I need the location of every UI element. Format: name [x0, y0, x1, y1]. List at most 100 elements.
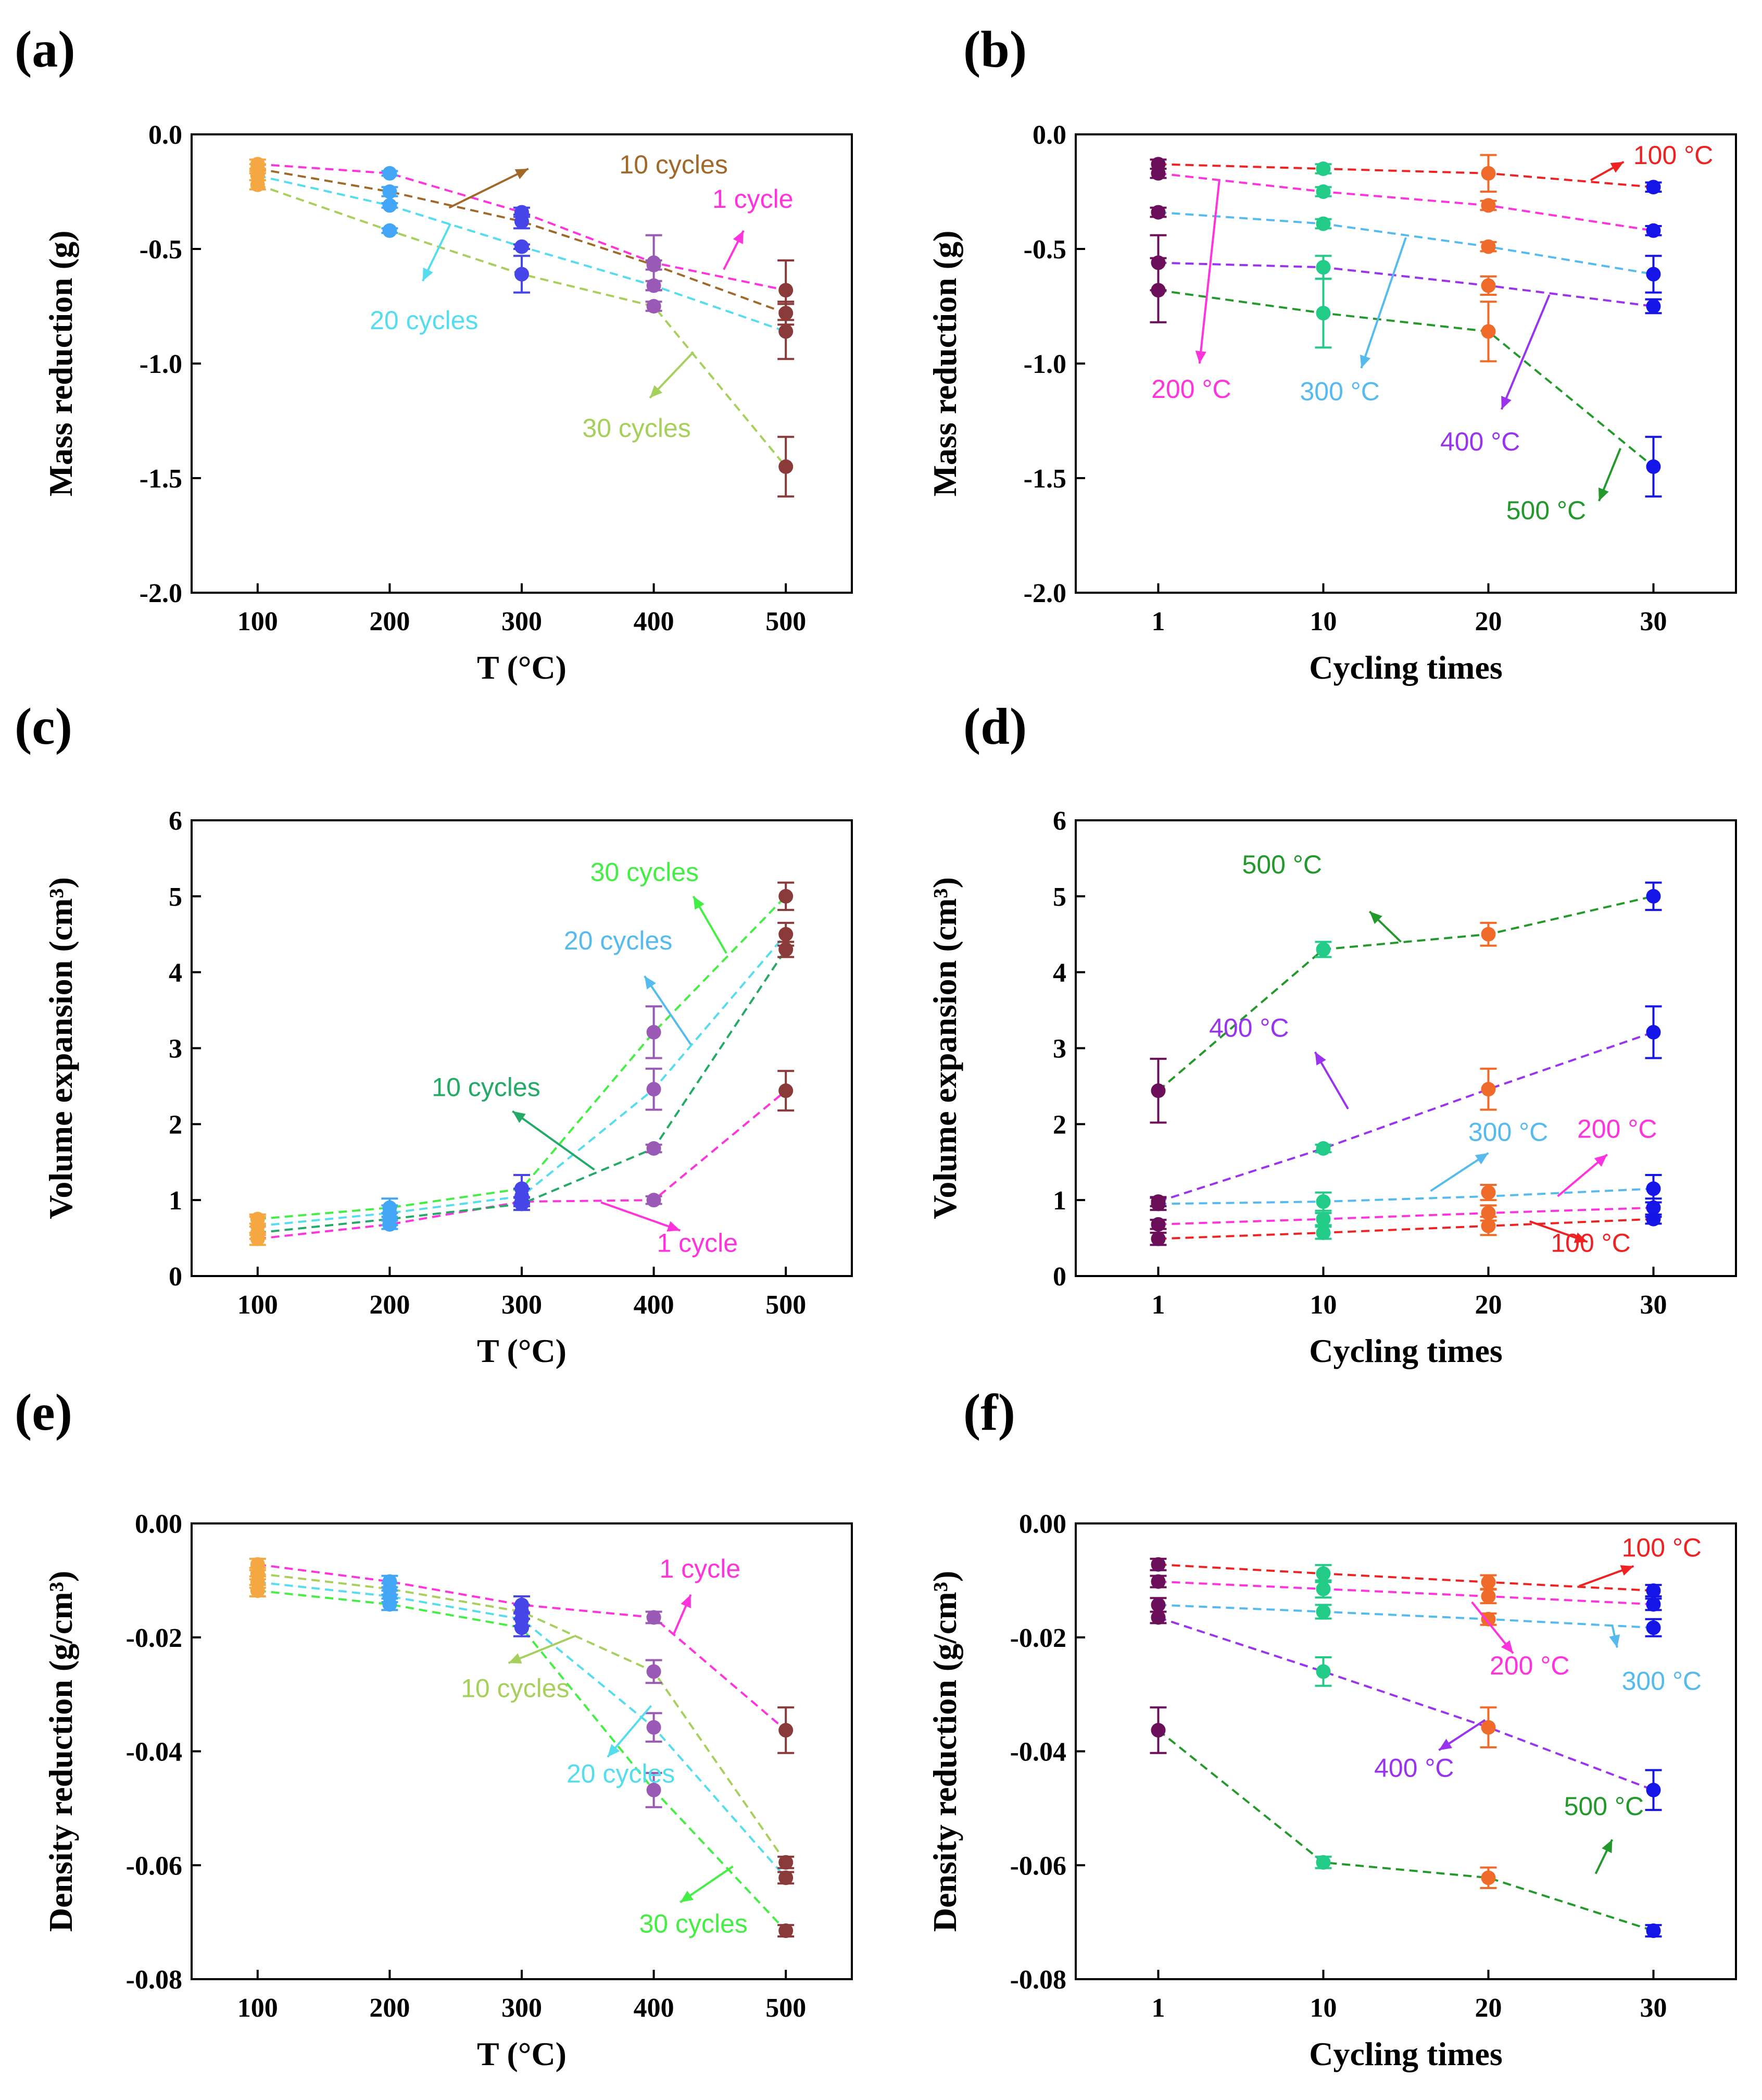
series-line — [1158, 211, 1654, 276]
x-tick-label: 300 — [501, 607, 542, 636]
y-tick-label: 1 — [1053, 1186, 1066, 1216]
x-tick-label: 400 — [634, 607, 674, 636]
data-point — [778, 324, 794, 339]
data-point — [1481, 166, 1496, 181]
plot-frame — [191, 1522, 853, 1980]
annotation-label: 30 cycles — [582, 414, 690, 443]
data-point — [1646, 1620, 1661, 1635]
data-point — [514, 239, 529, 254]
panel-label: (e) — [15, 1383, 72, 1441]
annotation-label: 30 cycles — [590, 858, 699, 887]
data-point — [1481, 1611, 1496, 1627]
annotation-arrowhead — [508, 1653, 522, 1664]
data-point — [646, 257, 661, 272]
data-point — [1316, 1664, 1331, 1679]
annotation-label: 30 cycles — [639, 1909, 747, 1938]
series-line — [257, 163, 786, 292]
data-point — [1316, 260, 1331, 275]
x-tick-label: 500 — [765, 1290, 806, 1320]
data-point — [1646, 1583, 1661, 1598]
data-point — [382, 1597, 397, 1612]
annotation-arrow — [644, 975, 692, 1045]
panel-label: (b) — [963, 20, 1027, 78]
panel-label: (c) — [15, 697, 72, 755]
y-tick-label: 0 — [169, 1262, 182, 1292]
data-point — [1481, 278, 1496, 293]
y-tick-label: 3 — [1053, 1034, 1066, 1064]
panel-label: (f) — [963, 1383, 1015, 1441]
series-line — [257, 1572, 787, 1863]
annotation-arrowhead — [644, 976, 656, 990]
data-point — [1481, 1589, 1496, 1604]
series-line — [1158, 289, 1654, 468]
annotation-label: 400 °C — [1440, 427, 1520, 456]
data-point — [1646, 223, 1661, 238]
x-tick-label: 100 — [237, 607, 278, 636]
annotation-arrow — [600, 1201, 681, 1232]
y-tick-label: -0.08 — [126, 1965, 182, 1995]
annotation-label: 100 °C — [1633, 141, 1713, 170]
series-line — [1158, 163, 1654, 189]
data-point — [646, 1720, 661, 1735]
data-point — [778, 889, 794, 904]
data-point — [382, 223, 397, 238]
data-point — [1316, 216, 1331, 231]
y-tick-label: -0.08 — [1010, 1965, 1066, 1995]
series-line — [257, 168, 786, 315]
x-tick-label: 400 — [634, 1290, 674, 1320]
y-tick-label: -1.5 — [1024, 464, 1066, 494]
data-point — [1151, 1194, 1166, 1209]
y-tick-label: -0.06 — [1010, 1851, 1066, 1881]
annotation-arrow — [1360, 237, 1407, 369]
y-axis-title: Mass reduction (g) — [926, 231, 963, 497]
y-tick-label: 0.0 — [1033, 120, 1066, 150]
annotation-arrowhead — [1369, 911, 1382, 924]
data-point — [1646, 267, 1661, 282]
annotation-arrowhead — [1620, 1565, 1634, 1576]
data-point — [1316, 1855, 1331, 1870]
annotation-arrowhead — [1439, 1739, 1453, 1751]
annotation-label: 100 °C — [1622, 1533, 1702, 1562]
annotation-label: 500 °C — [1242, 850, 1322, 879]
data-point — [1646, 1024, 1661, 1040]
annotation-arrowhead — [1602, 1840, 1613, 1854]
x-axis-title: T (°C) — [477, 1332, 567, 1369]
data-point — [646, 1610, 661, 1625]
annotation-arrowhead — [512, 1111, 526, 1123]
data-point — [1646, 1597, 1661, 1612]
data-point — [778, 1855, 794, 1870]
annotation-arrowhead — [649, 385, 663, 398]
x-axis-title: T (°C) — [477, 649, 567, 686]
annotation-label: 20 cycles — [564, 926, 672, 955]
y-tick-label: -1.5 — [140, 464, 182, 494]
annotation-arrowhead — [607, 1744, 620, 1757]
data-point — [1316, 1194, 1331, 1209]
x-tick-label: 1 — [1152, 607, 1165, 636]
x-tick-label: 200 — [369, 1290, 410, 1320]
annotation-label: 200 °C — [1151, 374, 1231, 404]
y-tick-label: 5 — [169, 882, 182, 912]
annotation-arrowhead — [1360, 354, 1371, 368]
series-line — [257, 933, 787, 1227]
y-tick-label: 2 — [1053, 1110, 1066, 1140]
series-line — [257, 948, 787, 1234]
x-tick-label: 1 — [1152, 1993, 1165, 2023]
data-point — [1316, 1604, 1331, 1619]
x-tick-label: 400 — [634, 1993, 674, 2023]
y-tick-label: -0.02 — [1010, 1623, 1066, 1653]
y-axis-title: Volume expansion (cm³) — [926, 877, 963, 1219]
data-point — [1316, 942, 1331, 957]
annotation-arrow — [1198, 180, 1220, 364]
x-tick-label: 300 — [501, 1993, 542, 2023]
x-tick-label: 20 — [1475, 1290, 1502, 1320]
annotation-label: 20 cycles — [370, 306, 478, 335]
annotation-arrowhead — [1610, 161, 1624, 173]
data-point — [1316, 1225, 1331, 1240]
annotation-arrowhead — [1475, 1153, 1489, 1165]
y-tick-label: 1 — [169, 1186, 182, 1216]
y-tick-label: 3 — [169, 1034, 182, 1064]
series-line — [1157, 895, 1654, 1092]
series-line — [1157, 1031, 1654, 1203]
annotation-arrowhead — [1599, 488, 1609, 501]
series-line — [257, 1090, 787, 1240]
